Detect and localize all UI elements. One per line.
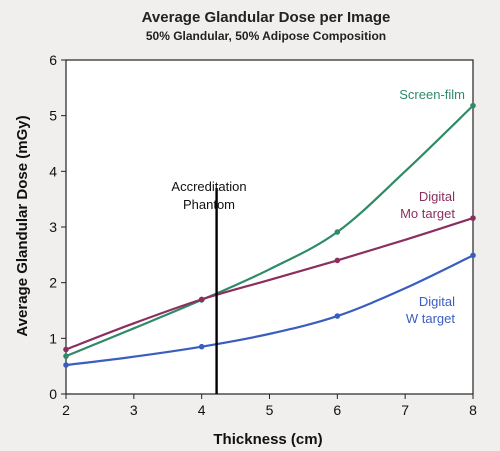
data-point-digital-mo-target xyxy=(470,215,476,221)
data-point-digital-mo-target xyxy=(198,296,205,303)
series-line-digital-w-target xyxy=(65,254,474,367)
data-point-digital-w-target xyxy=(63,362,69,368)
series-label: Digital xyxy=(419,294,455,309)
series-line-digital-mo-target xyxy=(65,217,474,351)
y-tick-label: 0 xyxy=(49,386,57,402)
y-tick-label: 6 xyxy=(49,52,57,68)
data-point-digital-w-target xyxy=(198,343,205,350)
y-tick-label: 2 xyxy=(49,275,57,291)
data-point-screen-film xyxy=(334,229,341,235)
y-tick-label: 5 xyxy=(49,108,57,124)
y-tick-label: 1 xyxy=(49,330,57,346)
y-tick-label: 4 xyxy=(49,163,57,179)
y-axis-label: Average Glandular Dose (mGy) xyxy=(14,115,31,336)
series-labels: Screen-film Digital Mo target Digital W targ… xyxy=(399,87,465,326)
series-line-screen-film xyxy=(65,104,474,358)
phantom-label: Phantom xyxy=(183,197,235,212)
data-point-digital-w-target xyxy=(470,252,476,259)
data-point-screen-film xyxy=(470,102,476,109)
series-label: Mo target xyxy=(400,206,455,221)
data-point-screen-film xyxy=(63,353,69,359)
series-label: Digital xyxy=(419,189,455,204)
y-axis-ticks: 0 1 2 3 4 5 6 xyxy=(49,52,66,402)
data-point-digital-mo-target xyxy=(63,346,69,353)
data-point-digital-w-target xyxy=(334,313,341,319)
x-tick-label: 8 xyxy=(469,402,477,418)
accreditation-phantom-annotation: Accreditation Phantom xyxy=(171,179,247,394)
x-tick-label: 2 xyxy=(62,402,70,418)
x-tick-label: 6 xyxy=(333,402,341,418)
x-axis-label: Thickness (cm) xyxy=(213,431,322,448)
series-label: Screen-film xyxy=(399,87,465,102)
phantom-label: Accreditation xyxy=(171,179,246,194)
series-label: W target xyxy=(406,311,456,326)
x-tick-label: 3 xyxy=(130,402,138,418)
plot-area xyxy=(65,59,474,395)
x-tick-label: 4 xyxy=(198,402,206,418)
x-tick-label: 5 xyxy=(266,402,274,418)
chart-subtitle: 50% Glandular, 50% Adipose Composition xyxy=(146,29,386,43)
x-tick-label: 7 xyxy=(401,402,409,418)
data-point-digital-mo-target xyxy=(334,257,341,264)
x-axis-ticks: 2 3 4 5 6 7 8 xyxy=(62,394,477,418)
series-lines xyxy=(63,102,476,368)
y-tick-label: 3 xyxy=(49,219,57,235)
chart-title: Average Glandular Dose per Image xyxy=(142,9,391,26)
